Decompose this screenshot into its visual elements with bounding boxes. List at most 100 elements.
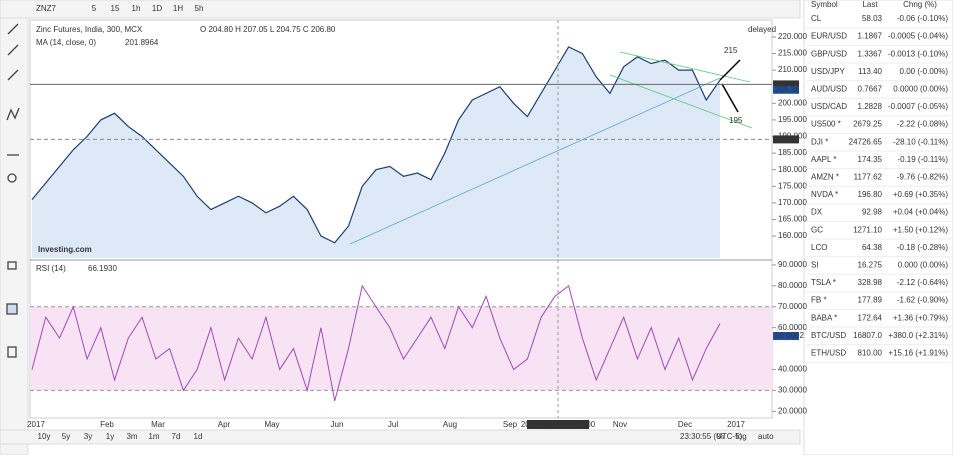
watchlist-symbol[interactable]: GBP/USD [811, 49, 847, 58]
price-area [32, 46, 720, 259]
watchlist-symbol[interactable]: US500 * [811, 120, 841, 129]
range-button[interactable]: 3m [126, 432, 137, 441]
watchlist-symbol[interactable]: SI [811, 261, 819, 270]
trendline [349, 77, 721, 245]
watchlist-symbol[interactable]: TSLA * [811, 278, 836, 287]
watchlist-symbol[interactable]: BTC/USD [811, 331, 846, 340]
watchlist-last: 113.40 [858, 67, 882, 76]
watchlist-symbol[interactable]: NVDA * [811, 190, 838, 199]
watchlist-change: -0.18 (-0.28%) [897, 243, 948, 252]
range-button[interactable]: 1m [148, 432, 159, 441]
watchlist-symbol[interactable]: LCO [811, 243, 827, 252]
watchlist-symbol[interactable]: AAPL * [811, 155, 837, 164]
interval-button[interactable]: 15 [111, 4, 120, 13]
range-button[interactable]: 1d [194, 432, 203, 441]
interval-button[interactable]: 5 [92, 4, 97, 13]
watchlist-last: 1.1867 [858, 32, 883, 41]
price-marker: 205.28 [775, 85, 800, 94]
chart-title: Zinc Futures, India, 300, MCX [36, 25, 143, 34]
channel-top [619, 51, 751, 83]
icon-fib[interactable] [7, 44, 19, 56]
watchlist-change: 0.0000 (0.00%) [893, 85, 948, 94]
icon-trash[interactable] [7, 346, 17, 358]
icon-line[interactable] [7, 23, 19, 35]
channel-bottom [609, 74, 753, 129]
watchlist-symbol[interactable]: DX [811, 208, 823, 217]
watchlist-symbol[interactable]: AMZN * [811, 173, 839, 182]
annotation-195: 195 [729, 116, 743, 125]
price-tick-label: 200.000 [778, 98, 807, 107]
watchlist-symbol[interactable]: USD/JPY [811, 67, 845, 76]
ma-value: 201.8964 [125, 38, 159, 47]
watchlist-change: +15.16 (+1.91%) [888, 349, 948, 358]
watchlist-symbol[interactable]: DJI * [811, 137, 828, 146]
watchlist-change: +1.50 (+0.12%) [893, 225, 948, 234]
watchlist-last: 810.00 [858, 349, 883, 358]
icon-pattern[interactable] [6, 107, 20, 121]
watchlist-symbol[interactable]: USD/CAD [811, 102, 847, 111]
watchlist-last: 16807.0 [853, 331, 882, 340]
watchlist-last: 174.35 [858, 155, 883, 164]
icon-selected[interactable] [6, 303, 18, 315]
interval-button[interactable]: 1D [152, 4, 162, 13]
percent-toggle[interactable]: % [717, 432, 724, 441]
watchlist-symbol[interactable]: FB * [811, 296, 827, 305]
icon-brush[interactable] [7, 69, 19, 81]
watchlist-last: 2679.25 [853, 120, 882, 129]
icon-zoom[interactable] [7, 173, 17, 183]
price-line [31, 46, 721, 244]
x-axis-label: Mar [151, 420, 165, 429]
price-tick-label: 195.000 [778, 115, 807, 124]
x-axis-label: Jun [331, 420, 344, 429]
symbol-input[interactable]: ZNZ7 [36, 4, 57, 13]
range-button[interactable]: 1y [106, 432, 114, 441]
watchlist-last: 24726.65 [849, 137, 883, 146]
x-axis-label: 2017 [727, 420, 745, 429]
icon-lock[interactable] [7, 261, 17, 270]
range-button[interactable]: 5y [62, 432, 70, 441]
watchlist-symbol[interactable]: GC [811, 225, 823, 234]
rsi-label: RSI (14) [36, 264, 66, 273]
watchlist-symbol[interactable]: CL [811, 14, 822, 23]
rsi-line [31, 284, 721, 401]
watchlist-change: -0.0013 (-0.10%) [888, 49, 948, 58]
left-icons [6, 23, 20, 358]
watchlist-change: +0.04 (+0.04%) [893, 208, 948, 217]
watchlist-change: 0.000 (0.00%) [898, 261, 949, 270]
range-button[interactable]: 7d [172, 432, 181, 441]
price-marker: 205.70 [775, 80, 800, 89]
clock: 23:30:55 (UTC-5) [680, 432, 743, 441]
watchlist-change: -2.22 (-0.08%) [897, 120, 948, 129]
price-marker-bg [773, 80, 799, 89]
watchlist: Symbol Last Chng (%) CL 58.03 -0.06 (-0.10%) E… [806, 0, 951, 363]
log-toggle[interactable]: log [736, 432, 747, 441]
range-button[interactable]: 3y [84, 432, 92, 441]
price-tick-label: 185.000 [778, 148, 807, 157]
watchlist-symbol[interactable]: ETH/USD [811, 349, 846, 358]
watchlist-change: -0.0005 (-0.04%) [888, 32, 948, 41]
watchlist-panel [803, 0, 953, 456]
ma-label: MA (14, close, 0) [36, 38, 96, 47]
range-button[interactable]: 10y [38, 432, 51, 441]
watchlist-change: +0.69 (+0.35%) [893, 190, 948, 199]
watchlist-change: -1.62 (-0.90%) [897, 296, 948, 305]
watchlist-symbol[interactable]: AUD/USD [811, 85, 847, 94]
watchlist-header: Symbol [811, 0, 838, 9]
price-tick-label: 180.000 [778, 165, 807, 174]
interval-button[interactable]: 1h [132, 4, 141, 13]
watchlist-last: 1.3367 [858, 49, 883, 58]
interval-button[interactable]: 5h [195, 4, 204, 13]
x-axis-label: Feb [100, 420, 114, 429]
watchlist-symbol[interactable]: EUR/USD [811, 32, 847, 41]
price-tick-label: 160.000 [778, 231, 807, 240]
watchlist-change: -0.06 (-0.10%) [897, 14, 948, 23]
interval-button[interactable]: 1H [173, 4, 183, 13]
rsi-band [30, 306, 772, 391]
price-marker-bg [773, 85, 799, 94]
watchlist-symbol[interactable]: BABA * [811, 313, 837, 322]
price-tick-label: 215.000 [778, 49, 807, 58]
auto-toggle[interactable]: auto [758, 432, 774, 441]
rsi-value: 66.1930 [88, 264, 117, 273]
x-axis-label: Dec [678, 420, 692, 429]
